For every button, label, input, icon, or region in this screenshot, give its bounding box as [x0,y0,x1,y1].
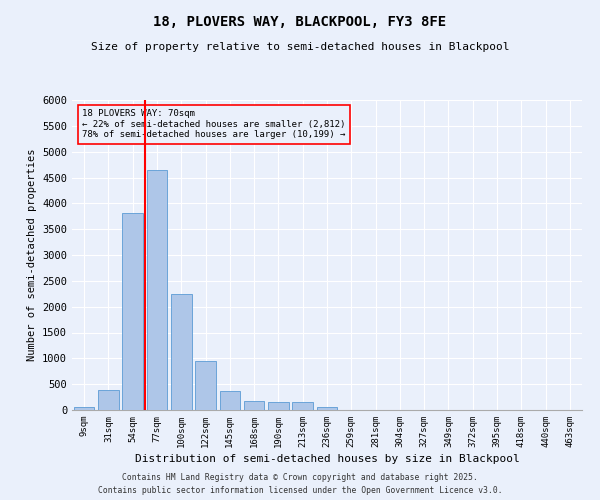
Bar [244,401,265,410]
Text: Contains HM Land Registry data © Crown copyright and database right 2025.
Contai: Contains HM Land Registry data © Crown c… [98,474,502,495]
Text: Size of property relative to semi-detached houses in Blackpool: Size of property relative to semi-detach… [91,42,509,52]
Bar [98,390,119,410]
Text: 18 PLOVERS WAY: 70sqm
← 22% of semi-detached houses are smaller (2,812)
78% of s: 18 PLOVERS WAY: 70sqm ← 22% of semi-deta… [82,110,346,139]
Bar [122,212,143,410]
Bar [74,407,94,410]
Bar [171,294,191,410]
X-axis label: Distribution of semi-detached houses by size in Blackpool: Distribution of semi-detached houses by … [134,454,520,464]
Bar [195,361,216,410]
Bar [220,391,240,410]
Bar [268,402,289,410]
Bar [146,170,167,410]
Bar [292,402,313,410]
Y-axis label: Number of semi-detached properties: Number of semi-detached properties [26,149,37,361]
Text: 18, PLOVERS WAY, BLACKPOOL, FY3 8FE: 18, PLOVERS WAY, BLACKPOOL, FY3 8FE [154,15,446,29]
Bar [317,408,337,410]
